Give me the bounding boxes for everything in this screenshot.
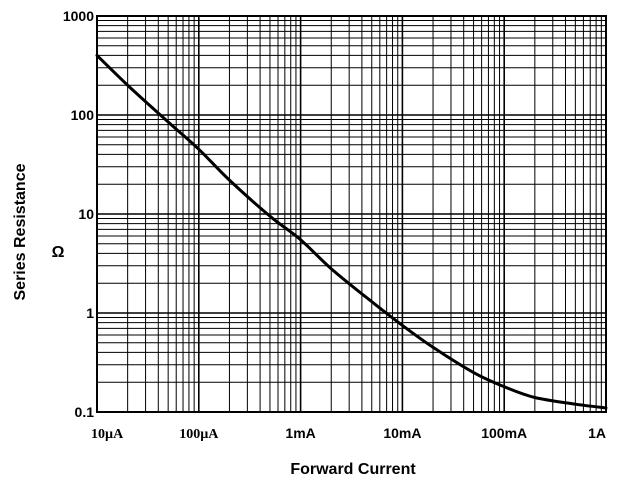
- x-tick-label: 100mA: [481, 425, 527, 441]
- x-tick-label: 10mA: [383, 425, 421, 441]
- y-axis-ticks: 0.1 1 10 100 1000: [63, 8, 94, 420]
- x-tick-label: 10µA: [91, 427, 124, 442]
- x-axis-title: Forward Current: [290, 461, 416, 478]
- x-tick-label: 1A: [588, 425, 606, 441]
- y-tick-label: 10: [78, 206, 94, 222]
- y-tick-label: 1: [86, 305, 94, 321]
- x-tick-label: 1mA: [285, 425, 315, 441]
- y-axis-unit: Ω: [52, 244, 65, 261]
- y-tick-label: 1000: [63, 8, 94, 24]
- resistance-curve: [95, 53, 608, 410]
- x-tick-label: 100µA: [179, 427, 219, 442]
- plot-frame: [96, 15, 607, 413]
- x-axis-ticks: 10µA 100µA 1mA 10mA 100mA 1A: [91, 425, 606, 442]
- y-tick-label: 100: [71, 107, 95, 123]
- y-tick-label: 0.1: [75, 404, 95, 420]
- y-axis-title: Series Resistance: [12, 163, 29, 300]
- grid: [96, 16, 606, 413]
